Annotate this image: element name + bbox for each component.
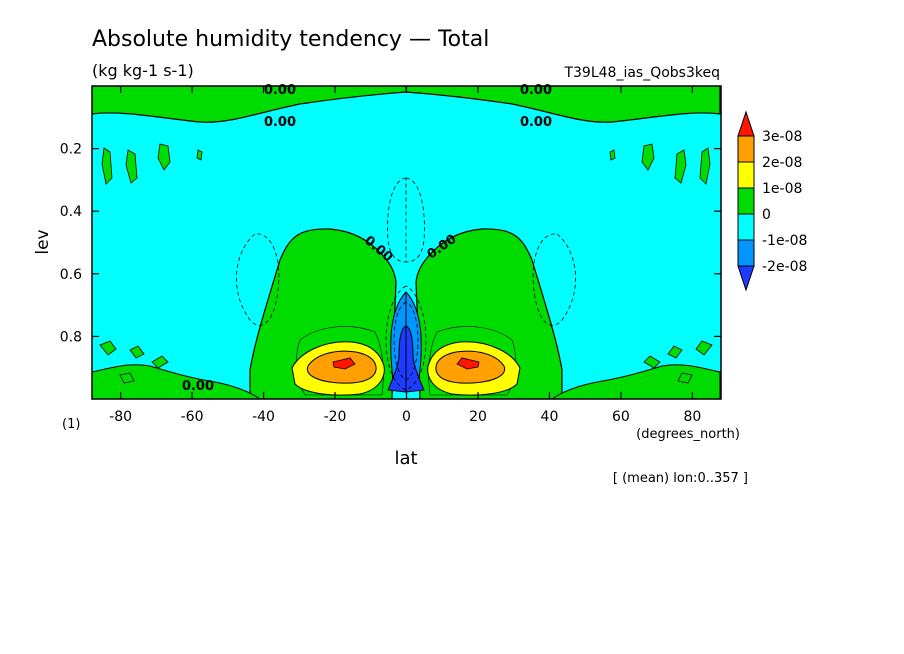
colorbar-above-arrow — [737, 110, 755, 137]
run-label: T39L48_ias_Qobs3keq — [563, 65, 720, 81]
dashed-column-nh — [406, 177, 425, 263]
y-axis-label: lev — [33, 229, 53, 254]
x-tick-label: -80 — [109, 409, 132, 425]
y-axis: 0.2 0.4 0.6 0.8 — [60, 142, 721, 345]
contour-label: 0.00 — [182, 379, 214, 394]
green-islands-nh — [609, 143, 713, 384]
x-axis: -80 -60 -40 -20 0 20 40 60 80 — [109, 86, 701, 425]
northern-hemisphere-field — [406, 86, 721, 399]
colorbar-swatch — [737, 213, 755, 241]
x-tick-label: -20 — [324, 409, 347, 425]
lower-green-nh — [551, 364, 721, 399]
x-tick-label: 20 — [469, 409, 487, 425]
colorbar-legend: 3e-08 2e-08 1e-08 0 -1e-08 -2e-08 — [737, 110, 807, 292]
green-islands-sh — [99, 143, 203, 384]
contour-label: 0.00 — [520, 115, 552, 130]
colorbar-label: 2e-08 — [762, 155, 802, 171]
y-tick-label: 0.8 — [60, 329, 82, 345]
equator-dashed-contours — [385, 285, 427, 391]
contour-label: 0.00 — [264, 115, 296, 130]
x-axis-units: (degrees_north) — [636, 427, 740, 442]
colorbar-swatch — [737, 239, 755, 267]
y-tick-label: 0.2 — [60, 142, 82, 158]
y-tick-label: 0.4 — [60, 204, 82, 220]
x-tick-label: 80 — [683, 409, 701, 425]
colorbar-label: 3e-08 — [762, 129, 802, 145]
x-tick-label: 60 — [612, 409, 630, 425]
x-tick-label: 0 — [402, 409, 411, 425]
chart-title: Absolute humidity tendency — Total — [92, 27, 489, 52]
colorbar-swatch — [737, 161, 755, 189]
southern-hemisphere-field — [92, 86, 406, 399]
dashed-ellipse-nh — [532, 233, 576, 326]
upper-green-band-nh — [406, 86, 721, 123]
x-tick-label: 40 — [541, 409, 559, 425]
colorbar-label: -2e-08 — [762, 259, 807, 275]
x-axis-label: lat — [394, 448, 417, 469]
dashed-column-sh — [387, 177, 406, 263]
x-tick-label: -40 — [252, 409, 275, 425]
colorbar-label: 0 — [762, 207, 771, 223]
y-tick-label: 0.6 — [60, 267, 82, 283]
colorbar-label: -1e-08 — [762, 233, 807, 249]
plot-area — [92, 86, 721, 399]
lower-green-sh — [92, 364, 261, 399]
colorbar-swatch — [737, 135, 755, 163]
y-axis-units: (1) — [62, 417, 80, 432]
red-peak-nh — [456, 357, 480, 370]
dashed-ellipse-sh — [236, 233, 280, 326]
upper-green-band — [92, 86, 406, 123]
x-tick-label: -60 — [181, 409, 204, 425]
chart-units: (kg kg-1 s-1) — [92, 61, 194, 80]
footnote: [ (mean) lon:0..357 ] — [613, 471, 748, 486]
colorbar-swatch — [737, 187, 755, 215]
red-peak-sh — [332, 357, 356, 370]
colorbar-label: 1e-08 — [762, 181, 802, 197]
colorbar-below-arrow — [737, 265, 755, 292]
